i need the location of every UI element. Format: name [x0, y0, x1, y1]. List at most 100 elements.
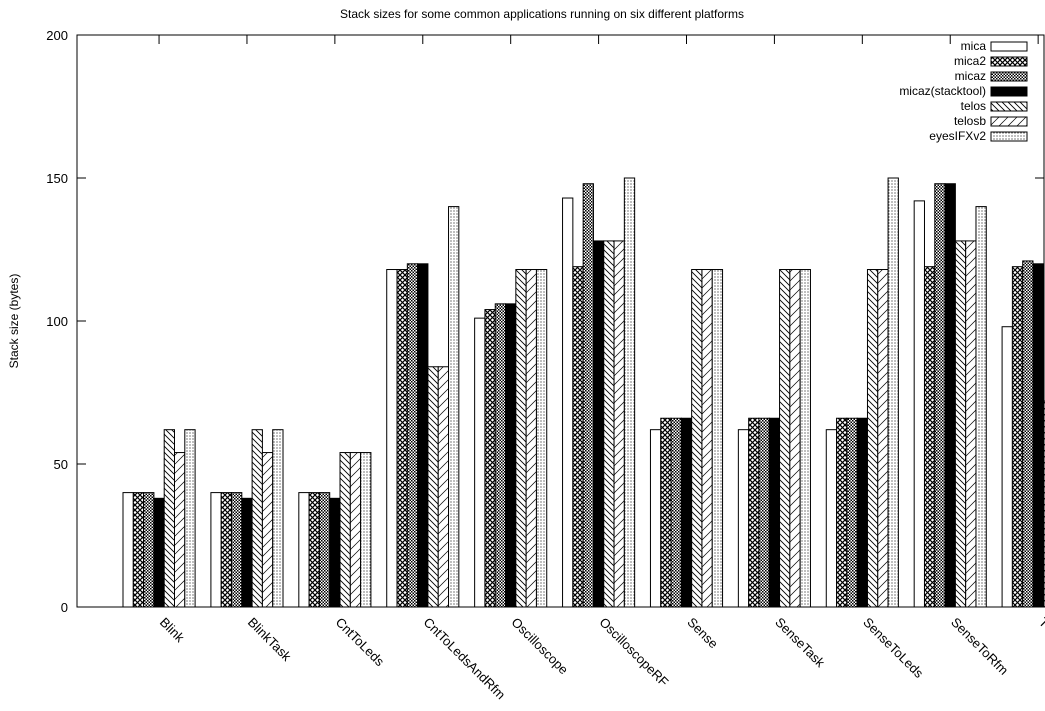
bar-Oscilloscope-telosb [526, 270, 536, 607]
bar-Blink-mica [123, 493, 133, 607]
bar-Sense-telos [692, 270, 702, 607]
bar-OscilloscopeRF-mica [563, 198, 573, 607]
bar-CntToLedsAndRfm-micaz(stacktool) [418, 264, 428, 607]
y-tick-label: 100 [46, 314, 68, 329]
bar-OscilloscopeRF-telos [604, 241, 614, 607]
x-tick-label-TOSBase: TOSBase [1036, 615, 1045, 665]
bar-SenseToLeds-mica2 [837, 418, 847, 607]
x-tick-label-CntToLeds: CntToLeds [333, 615, 388, 670]
bar-Blink-mica2 [133, 493, 143, 607]
bars-layer [123, 178, 1045, 607]
bar-BlinkTask-eyesIFXv2 [273, 430, 283, 607]
bar-Oscilloscope-mica [475, 318, 485, 607]
y-tick-label: 50 [54, 457, 68, 472]
bar-CntToLeds-telos [340, 453, 350, 607]
bar-Oscilloscope-mica2 [485, 310, 495, 607]
bar-CntToLeds-mica [299, 493, 309, 607]
bar-Oscilloscope-micaz [495, 304, 505, 607]
bar-Blink-eyesIFXv2 [185, 430, 195, 607]
bar-SenseTask-telosb [790, 270, 800, 607]
bar-SenseTask-eyesIFXv2 [800, 270, 810, 607]
legend-swatch-micaz [991, 72, 1027, 81]
bar-SenseToRfm-telosb [966, 241, 976, 607]
bar-OscilloscopeRF-micaz(stacktool) [593, 241, 603, 607]
legend-label-mica2: mica2 [954, 54, 986, 68]
bar-CntToLedsAndRfm-mica2 [397, 270, 407, 607]
bar-Oscilloscope-micaz(stacktool) [506, 304, 516, 607]
legend-swatch-telos [991, 102, 1027, 111]
bar-CntToLeds-micaz(stacktool) [330, 498, 340, 607]
bar-OscilloscopeRF-eyesIFXv2 [624, 178, 634, 607]
bar-CntToLedsAndRfm-mica [387, 270, 397, 607]
x-tick-label-Oscilloscope: Oscilloscope [509, 615, 572, 678]
bar-CntToLedsAndRfm-micaz [407, 264, 417, 607]
bar-SenseToRfm-telos [955, 241, 965, 607]
bar-SenseToLeds-micaz(stacktool) [857, 418, 867, 607]
bar-SenseTask-mica2 [749, 418, 759, 607]
legend-label-eyesIFXv2: eyesIFXv2 [929, 129, 986, 143]
bar-SenseToRfm-micaz(stacktool) [945, 184, 955, 607]
bar-CntToLeds-eyesIFXv2 [361, 453, 371, 607]
bar-OscilloscopeRF-micaz [583, 184, 593, 607]
chart-title: Stack sizes for some common applications… [340, 7, 744, 21]
bar-Oscilloscope-telos [516, 270, 526, 607]
x-tick-label-Blink: Blink [157, 615, 188, 646]
x-tick-label-CntToLedsAndRfm: CntToLedsAndRfm [421, 615, 509, 703]
bar-Oscilloscope-eyesIFXv2 [536, 270, 546, 607]
bar-SenseToRfm-eyesIFXv2 [976, 207, 986, 607]
x-tick-label-SenseToLeds: SenseToLeds [860, 615, 927, 682]
bar-Sense-mica [650, 430, 660, 607]
bar-SenseToLeds-telos [867, 270, 877, 607]
bar-SenseTask-micaz(stacktool) [769, 418, 779, 607]
bar-TOSBase-micaz(stacktool) [1033, 264, 1043, 607]
bar-Sense-micaz(stacktool) [681, 418, 691, 607]
bar-TOSBase-mica [1002, 327, 1012, 607]
bar-BlinkTask-micaz(stacktool) [242, 498, 252, 607]
bar-SenseToLeds-eyesIFXv2 [888, 178, 898, 607]
legend-swatch-eyesIFXv2 [991, 132, 1027, 141]
bar-SenseToRfm-mica [914, 201, 924, 607]
bar-Blink-telos [164, 430, 174, 607]
bar-Sense-mica2 [661, 418, 671, 607]
bar-BlinkTask-micaz [232, 493, 242, 607]
legend-label-telosb: telosb [954, 114, 986, 128]
bar-Sense-micaz [671, 418, 681, 607]
x-tick-label-BlinkTask: BlinkTask [245, 615, 295, 665]
bar-SenseTask-telos [780, 270, 790, 607]
legend-label-micaz: micaz [955, 69, 986, 83]
bar-SenseToLeds-telosb [878, 270, 888, 607]
bar-CntToLedsAndRfm-telos [428, 367, 438, 607]
bar-SenseToLeds-micaz [847, 418, 857, 607]
legend: micamica2micazmicaz(stacktool)telostelos… [899, 39, 1027, 143]
bar-CntToLeds-micaz [319, 493, 329, 607]
bar-CntToLedsAndRfm-telosb [438, 367, 448, 607]
y-tick-label: 200 [46, 28, 68, 43]
x-tick-label-OscilloscopeRF: OscilloscopeRF [596, 615, 671, 690]
bar-SenseTask-micaz [759, 418, 769, 607]
y-tick-label: 0 [61, 600, 68, 615]
bar-SenseToRfm-micaz [935, 184, 945, 607]
legend-swatch-mica [991, 42, 1027, 51]
bar-Blink-micaz(stacktool) [154, 498, 164, 607]
bar-CntToLeds-telosb [350, 453, 360, 607]
bar-BlinkTask-mica [211, 493, 221, 607]
bar-BlinkTask-mica2 [221, 493, 231, 607]
bar-BlinkTask-telosb [262, 453, 272, 607]
bar-Sense-telosb [702, 270, 712, 607]
bar-SenseToRfm-mica2 [924, 267, 934, 607]
legend-swatch-mica2 [991, 57, 1027, 66]
x-tick-label-SenseToRfm: SenseToRfm [948, 615, 1011, 678]
legend-swatch-telosb [991, 117, 1027, 126]
y-axis-label: Stack size (bytes) [7, 274, 21, 369]
bar-OscilloscopeRF-telosb [614, 241, 624, 607]
bar-TOSBase-mica2 [1012, 267, 1022, 607]
bar-Blink-telosb [175, 453, 185, 607]
y-tick-label: 150 [46, 171, 68, 186]
bar-CntToLeds-mica2 [309, 493, 319, 607]
legend-label-mica: mica [961, 39, 987, 53]
legend-label-micaz(stacktool): micaz(stacktool) [899, 84, 986, 98]
bar-CntToLedsAndRfm-eyesIFXv2 [449, 207, 459, 607]
bar-OscilloscopeRF-mica2 [573, 267, 583, 607]
